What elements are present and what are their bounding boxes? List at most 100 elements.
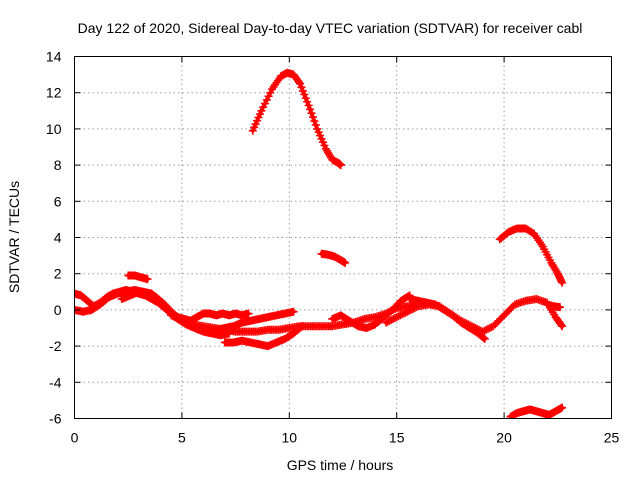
data-point xyxy=(482,325,491,334)
data-point xyxy=(500,311,509,320)
data-point xyxy=(266,88,275,97)
data-point xyxy=(341,258,350,267)
series-arc-5 xyxy=(506,403,567,419)
data-point xyxy=(398,310,407,319)
data-point xyxy=(498,313,507,322)
y-tick-label: 8 xyxy=(54,157,62,173)
data-point xyxy=(311,120,320,129)
data-point xyxy=(307,109,316,118)
data-point xyxy=(392,313,401,322)
data-point xyxy=(264,92,273,101)
data-point xyxy=(503,307,512,316)
data-point xyxy=(301,94,310,103)
data-point xyxy=(507,304,516,313)
data-point xyxy=(399,309,408,318)
data-point xyxy=(555,303,564,312)
data-point xyxy=(491,320,500,329)
data-point xyxy=(298,86,307,95)
x-tick-label: 0 xyxy=(71,430,79,446)
data-point xyxy=(483,324,492,333)
data-point xyxy=(168,312,177,321)
data-point xyxy=(558,403,567,412)
series-arc-12 xyxy=(328,291,414,332)
data-point xyxy=(381,318,390,327)
x-axis-label: GPS time / hours xyxy=(287,457,394,473)
series-arc-3 xyxy=(495,224,567,287)
data-point xyxy=(480,326,489,335)
data-point xyxy=(405,306,414,315)
data-point xyxy=(494,316,503,325)
data-point xyxy=(143,275,152,284)
data-point xyxy=(306,105,315,114)
data-point xyxy=(480,334,489,343)
series-trace xyxy=(497,226,565,285)
data-point xyxy=(296,79,305,88)
series-layer xyxy=(74,68,567,419)
data-point xyxy=(174,314,183,323)
data-point xyxy=(407,305,416,314)
data-point xyxy=(485,324,494,332)
data-point xyxy=(304,101,313,110)
data-point xyxy=(176,315,185,324)
y-tick-label: 0 xyxy=(54,302,62,318)
data-point xyxy=(310,117,319,126)
y-axis-label: SDTVAR / TECUs xyxy=(6,181,22,293)
data-point xyxy=(170,313,179,322)
data-point xyxy=(401,308,410,317)
x-tick-label: 20 xyxy=(496,430,512,446)
data-point xyxy=(303,97,312,106)
series-arc-1 xyxy=(248,68,345,170)
data-point xyxy=(557,320,566,329)
data-point xyxy=(492,318,501,327)
data-point xyxy=(336,161,345,170)
y-tick-label: 12 xyxy=(46,85,62,101)
data-point xyxy=(501,309,510,318)
series-arc-14 xyxy=(405,295,489,343)
grid-layer xyxy=(74,56,612,419)
y-tick-label: 6 xyxy=(54,193,62,209)
data-point xyxy=(259,103,268,112)
data-point xyxy=(260,99,269,108)
data-point xyxy=(308,113,317,122)
data-point xyxy=(297,83,306,92)
x-tick-label: 15 xyxy=(389,430,405,446)
series-arc-2 xyxy=(317,249,350,267)
y-tick-label: -2 xyxy=(49,338,62,354)
y-tick-label: 4 xyxy=(54,230,62,246)
series-arc-8 xyxy=(124,271,152,284)
data-point xyxy=(244,309,253,318)
data-point xyxy=(390,314,399,323)
y-tick-label: -4 xyxy=(49,374,62,390)
y-tick-label: 14 xyxy=(46,49,62,65)
data-point xyxy=(479,333,488,342)
data-point xyxy=(408,304,417,313)
x-tick-label: 5 xyxy=(178,430,186,446)
data-point xyxy=(300,90,309,99)
data-point xyxy=(396,311,405,320)
data-point xyxy=(410,304,419,313)
plot-frame xyxy=(74,56,612,419)
y-tick-label: 10 xyxy=(46,121,62,137)
y-tick-label: -6 xyxy=(49,411,62,427)
chart-title: Day 122 of 2020, Sidereal Day-to-day VTE… xyxy=(78,20,583,36)
data-point xyxy=(558,278,567,287)
y-tick-label: 2 xyxy=(54,266,62,282)
data-point xyxy=(496,314,505,323)
data-point xyxy=(262,95,271,104)
data-point xyxy=(489,322,498,331)
data-point xyxy=(294,78,303,87)
data-point xyxy=(394,312,403,321)
data-point xyxy=(558,322,567,331)
data-point xyxy=(389,314,398,323)
data-point xyxy=(257,106,266,115)
series-arc-10 xyxy=(220,322,307,351)
data-point xyxy=(167,311,176,320)
tick-layer: 0 5 10 15 20 25 -6 -4 -2 0 2 4 6 8 10 12 14 xyxy=(46,49,620,446)
data-point xyxy=(385,316,394,325)
data-point xyxy=(505,305,514,314)
x-tick-label: 10 xyxy=(282,430,298,446)
data-point xyxy=(172,314,181,323)
data-point xyxy=(403,307,412,316)
